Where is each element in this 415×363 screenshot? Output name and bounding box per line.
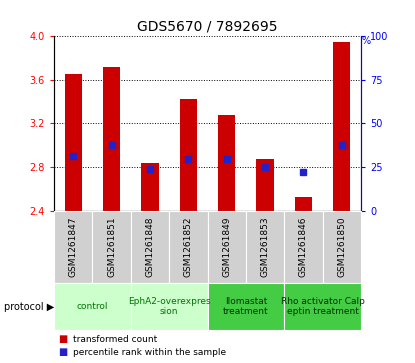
Text: protocol ▶: protocol ▶	[4, 302, 54, 312]
Text: Ilomastat
treatment: Ilomastat treatment	[223, 297, 269, 317]
Bar	[180, 99, 197, 211]
Text: transformed count: transformed count	[73, 335, 157, 343]
Text: GSM1261849: GSM1261849	[222, 217, 231, 277]
Text: GSM1261847: GSM1261847	[68, 217, 78, 277]
Text: ■: ■	[58, 334, 67, 344]
Text: GSM1261850: GSM1261850	[337, 216, 347, 277]
Text: ■: ■	[58, 347, 67, 357]
Bar	[218, 115, 235, 211]
Bar	[256, 159, 274, 211]
Text: GSM1261846: GSM1261846	[299, 217, 308, 277]
Text: GSM1261852: GSM1261852	[184, 217, 193, 277]
Text: GSM1261851: GSM1261851	[107, 216, 116, 277]
Bar	[64, 74, 82, 211]
Text: control: control	[77, 302, 108, 311]
Title: GDS5670 / 7892695: GDS5670 / 7892695	[137, 20, 278, 34]
Bar	[295, 197, 312, 211]
Text: EphA2-overexpres
sion: EphA2-overexpres sion	[128, 297, 210, 317]
Text: Rho activator Calp
eptin treatment: Rho activator Calp eptin treatment	[281, 297, 365, 317]
Bar	[141, 163, 159, 211]
Bar	[103, 67, 120, 211]
Text: %: %	[361, 36, 370, 46]
Text: percentile rank within the sample: percentile rank within the sample	[73, 348, 226, 356]
Bar	[333, 42, 351, 211]
Text: GSM1261853: GSM1261853	[261, 216, 270, 277]
Text: GSM1261848: GSM1261848	[145, 217, 154, 277]
